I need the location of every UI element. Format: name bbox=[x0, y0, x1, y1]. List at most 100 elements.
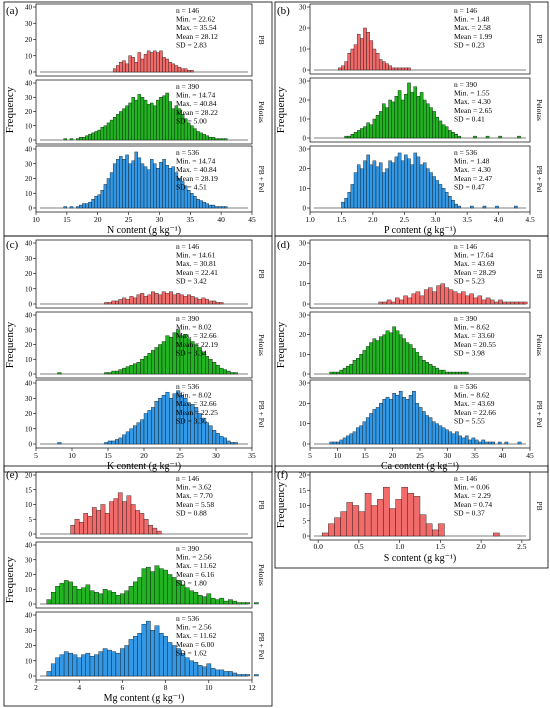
histogram-bar bbox=[370, 505, 378, 537]
histogram-bar bbox=[190, 193, 194, 209]
histogram-bar bbox=[153, 50, 157, 73]
y-tick-label: 5 bbox=[29, 516, 33, 524]
histogram-bar bbox=[441, 188, 446, 209]
histogram-bar bbox=[375, 53, 380, 71]
stats-line: Min. = 1.48 bbox=[454, 157, 490, 166]
histogram-bar bbox=[344, 61, 348, 71]
stats-line: Min. = 14.61 bbox=[176, 251, 215, 260]
histogram-bar bbox=[342, 437, 347, 445]
stats-line: Min. = 14.74 bbox=[176, 157, 215, 166]
x-tick-label: 2.0 bbox=[476, 542, 486, 551]
series-name: Pelotas bbox=[257, 564, 266, 586]
histogram-bar bbox=[438, 425, 443, 445]
stats-line: Min. = 2.56 bbox=[176, 623, 212, 632]
histogram-bar bbox=[338, 67, 342, 71]
histogram-bar bbox=[174, 65, 179, 73]
y-tick-label: 20 bbox=[25, 270, 33, 278]
histogram-bar bbox=[413, 496, 421, 537]
stats-line: Mean = 1.99 bbox=[454, 32, 492, 41]
stats-line: SD = 5.23 bbox=[454, 276, 485, 285]
y-tick-label: 0 bbox=[29, 301, 33, 309]
y-tick-label: 40 bbox=[25, 612, 33, 620]
stats-line: SD = 0.47 bbox=[454, 182, 485, 191]
histogram-bar bbox=[356, 358, 360, 375]
histogram-bar bbox=[190, 125, 194, 141]
histogram-bar bbox=[412, 390, 416, 445]
stats-line: n = 146 bbox=[176, 474, 199, 483]
histogram-bar bbox=[81, 587, 86, 605]
histogram-bar bbox=[448, 371, 453, 375]
stats-line: Min. = 8.02 bbox=[176, 323, 212, 332]
histogram-bar bbox=[133, 425, 137, 445]
histogram-bar bbox=[422, 411, 426, 445]
y-tick-label: 30 bbox=[25, 255, 33, 263]
histogram-bar bbox=[162, 57, 166, 73]
histogram-bar bbox=[199, 200, 203, 209]
histogram-bar bbox=[493, 532, 500, 537]
histogram-bar bbox=[388, 99, 392, 139]
histogram-bar bbox=[190, 70, 194, 73]
histogram-bar bbox=[336, 371, 340, 375]
histogram-bar bbox=[124, 645, 130, 677]
histogram-bar bbox=[165, 165, 169, 209]
histogram-bar bbox=[167, 574, 173, 605]
histogram-bar bbox=[416, 156, 421, 209]
y-tick-label: 30 bbox=[25, 395, 33, 403]
series-name: PB + Pel bbox=[257, 633, 266, 660]
histogram-bar bbox=[375, 166, 380, 209]
x-tick-label: 10 bbox=[32, 215, 40, 224]
y-tick-label: 40 bbox=[25, 146, 33, 154]
histogram-bar bbox=[158, 344, 163, 375]
x-tick-label: 1.0 bbox=[305, 215, 315, 224]
histogram-bar bbox=[171, 166, 176, 209]
stats-line: Mean = 28.29 bbox=[454, 268, 496, 277]
histogram-bar bbox=[208, 359, 213, 375]
histogram-bar bbox=[215, 364, 220, 375]
histogram-bar bbox=[156, 530, 162, 535]
histogram-bar bbox=[253, 674, 259, 677]
histogram-bar bbox=[131, 57, 135, 73]
histogram-bar bbox=[94, 592, 99, 605]
y-tick-label: 10 bbox=[25, 501, 33, 509]
histogram-bar bbox=[196, 131, 200, 141]
histogram-bar bbox=[143, 356, 148, 375]
histogram-bar bbox=[510, 301, 516, 305]
histogram-bar bbox=[431, 365, 436, 375]
x-axis-label: Ca content (g kg⁻¹) bbox=[381, 461, 459, 472]
stats-line: Max. = 4.30 bbox=[454, 97, 491, 106]
histogram-bar bbox=[136, 422, 141, 445]
histogram-bar bbox=[498, 299, 503, 305]
stats-line: n = 390 bbox=[176, 82, 199, 91]
histogram-bar bbox=[356, 34, 361, 71]
histogram-bar bbox=[369, 40, 374, 71]
histogram-bar bbox=[241, 674, 246, 677]
histogram-bar bbox=[340, 511, 347, 537]
histogram-bar bbox=[141, 623, 147, 677]
x-tick-label: 5 bbox=[34, 451, 38, 460]
histogram-bar bbox=[135, 510, 140, 535]
stats-line: Min. = 8.02 bbox=[176, 391, 212, 400]
histogram-bar bbox=[394, 67, 399, 71]
histogram-bar bbox=[245, 674, 251, 677]
stats-line: n = 146 bbox=[176, 242, 199, 251]
histogram-bar bbox=[514, 205, 518, 209]
y-tick-label: 0 bbox=[29, 601, 33, 609]
histogram-bar bbox=[491, 441, 495, 445]
histogram-bar bbox=[353, 44, 358, 71]
histogram-bar bbox=[205, 422, 209, 445]
histogram-bar bbox=[468, 439, 472, 445]
histogram-bar bbox=[356, 427, 360, 445]
subplot-frame bbox=[309, 77, 531, 143]
histogram-bar bbox=[112, 68, 117, 73]
histogram-bar bbox=[153, 105, 157, 141]
y-tick-label: 20 bbox=[25, 108, 33, 116]
histogram-bar bbox=[116, 65, 120, 73]
histogram-bar bbox=[193, 196, 197, 209]
histogram-bar bbox=[180, 584, 186, 605]
y-tick-label: 10 bbox=[25, 356, 33, 364]
histogram-bar bbox=[159, 50, 163, 73]
histogram-bar bbox=[353, 132, 358, 139]
histogram-bar bbox=[162, 95, 166, 141]
